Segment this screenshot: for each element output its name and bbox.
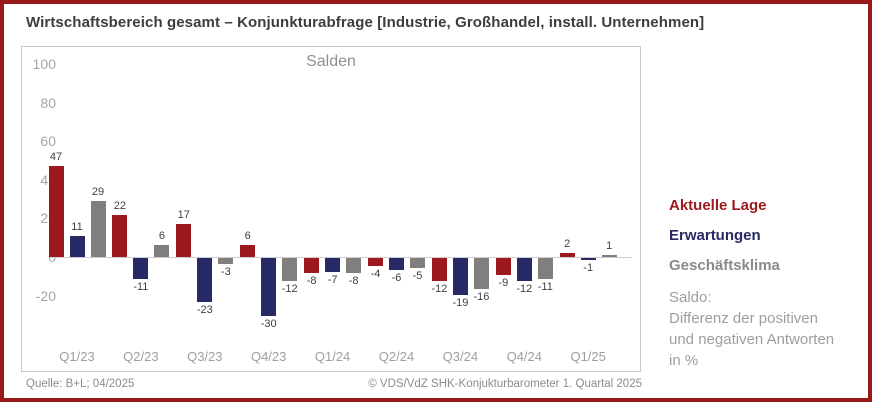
y-tick-label-100: 100: [32, 56, 56, 72]
bar-erwartungen-q2-24: [389, 258, 404, 270]
bar-geschäftsklima-q2-23: [154, 245, 170, 257]
y-tick-label--20: -20: [35, 287, 56, 304]
bar-erwartungen-q4-23: [261, 258, 277, 316]
x-tick-label-q4-23: Q4/23: [250, 349, 287, 364]
bar-geschäftsklima-q1-25: [601, 255, 617, 257]
value-label-geschäftsklima-q2-24: -5: [412, 269, 423, 282]
value-label-geschäftsklima-q2-23: 6: [158, 230, 165, 243]
y-tick-label-60: 60: [40, 133, 56, 150]
bar-geschäftsklima-q1-23: [90, 201, 106, 257]
value-label-erwartungen-q3-24: -19: [452, 296, 469, 309]
value-label-geschäftsklima-q1-25: 1: [606, 240, 613, 253]
zero-axis-line: [50, 257, 632, 258]
value-label-erwartungen-q1-25: -1: [583, 261, 594, 274]
bar-geschäftsklima-q3-23: [218, 258, 234, 264]
legend-item-geschäftsklima: Geschäftsklima: [669, 257, 780, 274]
bar-geschäftsklima-q2-24: [410, 258, 425, 268]
x-tick-label-q2-24: Q2/24: [378, 349, 415, 364]
value-label-aktuelle-lage-q2-23: 22: [113, 199, 127, 212]
chart-title: Salden: [306, 53, 356, 70]
bar-erwartungen-q1-24: [325, 258, 341, 272]
bar-geschäftsklima-q1-24: [346, 258, 362, 274]
bar-geschäftsklima-q4-24: [537, 258, 553, 280]
legend-item-aktuelle-lage: Aktuelle Lage: [669, 197, 767, 214]
value-label-aktuelle-lage-q3-23: 17: [177, 209, 190, 222]
bar-aktuelle-lage-q1-24: [304, 258, 320, 274]
value-label-aktuelle-lage-q4-23: 6: [244, 230, 251, 243]
bar-erwartungen-q1-25: [580, 258, 596, 260]
source-note: Quelle: B+L; 04/2025: [26, 378, 135, 390]
bar-erwartungen-q3-23: [197, 258, 213, 303]
legend-note-line: Differenz der positiven: [669, 310, 818, 327]
value-label-aktuelle-lage-q2-24: -4: [370, 267, 381, 280]
value-label-geschäftsklima-q3-24: -16: [473, 290, 490, 303]
value-label-erwartungen-q2-23: -11: [133, 281, 149, 294]
bar-erwartungen-q3-24: [452, 258, 468, 295]
x-tick-label-q3-23: Q3/23: [187, 349, 223, 364]
bar-aktuelle-lage-q3-23: [176, 224, 192, 257]
bar-geschäftsklima-q4-23: [282, 258, 298, 282]
x-tick-label-q1-23: Q1/23: [59, 349, 95, 364]
value-label-geschäftsklima-q1-23: 29: [91, 186, 105, 199]
x-tick-label-q1-24: Q1/24: [314, 349, 351, 364]
value-label-geschäftsklima-q4-23: -12: [281, 283, 298, 296]
value-label-erwartungen-q3-23: -23: [196, 304, 213, 317]
bar-aktuelle-lage-q2-24: [368, 258, 383, 266]
bar-erwartungen-q4-24: [516, 258, 532, 282]
x-tick-label-q3-24: Q3/24: [442, 349, 479, 364]
chart-plot-area: Salden 100806040200-20 47112922-11617-23…: [21, 46, 641, 372]
chart-legend: Aktuelle Lage Erwartungen Geschäftsklima: [669, 197, 868, 287]
bar-aktuelle-lage-q1-25: [559, 253, 575, 257]
legend-note-line: in %: [669, 352, 699, 369]
value-label-erwartungen-q1-23: 11: [71, 220, 83, 233]
value-label-aktuelle-lage-q1-24: -8: [306, 275, 317, 288]
x-tick-label-q2-23: Q2/23: [123, 349, 159, 364]
footer: Quelle: B+L; 04/2025 © VDS/VdZ SHK-Konju…: [26, 378, 642, 390]
value-label-geschäftsklima-q3-23: -3: [220, 265, 231, 278]
x-tick-label-q4-24: Q4/24: [506, 349, 542, 364]
value-label-erwartungen-q4-24: -12: [516, 283, 533, 296]
bar-aktuelle-lage-q4-24: [495, 258, 511, 276]
bar-erwartungen-q2-23: [133, 258, 149, 280]
legend-item-erwartungen: Erwartungen: [669, 227, 761, 244]
bar-aktuelle-lage-q4-23: [240, 245, 256, 257]
y-tick-label-80: 80: [40, 94, 56, 111]
value-label-aktuelle-lage-q1-23: 47: [49, 151, 63, 164]
value-label-geschäftsklima-q1-24: -8: [348, 275, 359, 288]
value-label-erwartungen-q2-24: -6: [391, 271, 402, 284]
bar-erwartungen-q1-23: [69, 235, 85, 257]
value-label-geschäftsklima-q4-24: -11: [537, 281, 553, 294]
page-title: Wirtschaftsbereich gesamt – Konjunkturab…: [26, 14, 705, 31]
value-label-erwartungen-q1-24: -7: [327, 273, 338, 286]
bar-aktuelle-lage-q1-23: [48, 166, 64, 257]
legend-note-line: und negativen Antworten: [669, 331, 835, 348]
value-label-aktuelle-lage-q3-24: -12: [431, 283, 448, 296]
bar-aktuelle-lage-q3-24: [431, 258, 447, 282]
legend-note: Saldo: Differenz der positiven und negat…: [669, 287, 868, 371]
x-tick-label-q1-25: Q1/25: [570, 349, 606, 364]
copyright-note: © VDS/VdZ SHK-Konjukturbarometer 1. Quar…: [368, 378, 642, 390]
legend-note-line: Saldo:: [669, 289, 712, 306]
value-label-aktuelle-lage-q4-24: -9: [498, 277, 509, 290]
value-label-aktuelle-lage-q1-25: 2: [564, 238, 571, 251]
value-label-erwartungen-q4-23: -30: [260, 317, 277, 330]
bar-geschäftsklima-q3-24: [473, 258, 489, 289]
bar-aktuelle-lage-q2-23: [112, 214, 128, 257]
